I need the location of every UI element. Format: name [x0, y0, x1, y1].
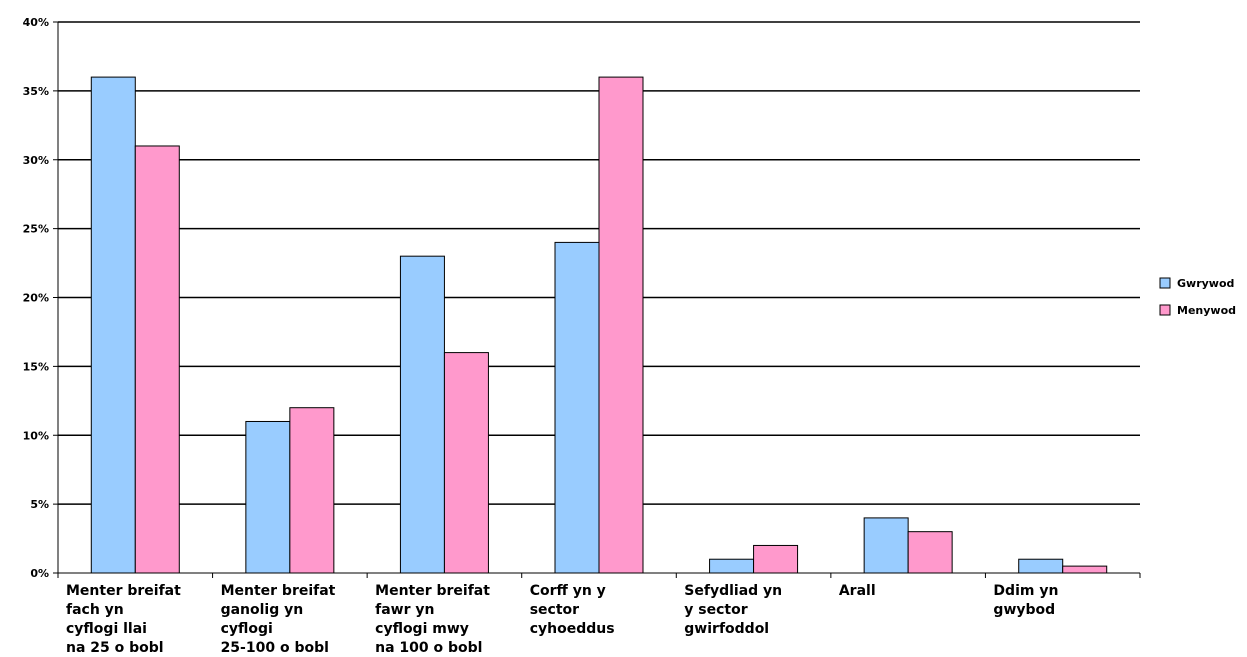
category-label-line: na 25 o bobl	[66, 640, 164, 656]
y-tick-label: 20%	[23, 292, 49, 305]
y-tick-label: 35%	[23, 85, 49, 98]
category-label-line: fawr yn	[375, 602, 434, 618]
category-label-line: gwybod	[993, 602, 1055, 618]
category-labels: Menter breifat fach yn cyflogi llai na 25 o…	[66, 583, 1058, 656]
category-label-line: y sector	[684, 602, 747, 618]
y-tick-label: 25%	[23, 223, 49, 236]
category-label-line: cyflogi	[221, 621, 273, 637]
category-label-line: cyflogi llai	[66, 621, 147, 637]
category-label-line: sector	[530, 602, 579, 618]
category-label-line: cyhoeddus	[530, 621, 615, 637]
y-tick-label: 15%	[23, 360, 49, 373]
bar-menywod	[289, 407, 335, 574]
bars	[90, 76, 1108, 574]
bar-gwrywod	[863, 517, 909, 574]
bar-menywod	[753, 544, 799, 574]
legend: Gwrywod Menywod	[1159, 277, 1236, 317]
category-label: Menter breifat fach yn cyflogi llai na 25 o…	[66, 583, 181, 656]
axes	[53, 21, 1141, 578]
category-label: Arall	[839, 583, 876, 599]
y-tick-label: 40%	[23, 16, 49, 29]
bar-menywod	[598, 76, 644, 574]
bar-gwrywod	[245, 420, 291, 574]
legend-swatch-gwrywod	[1159, 277, 1171, 289]
y-tick-label: 5%	[30, 498, 49, 511]
legend-label-menywod: Menywod	[1177, 304, 1236, 317]
y-tick-label: 0%	[30, 567, 49, 580]
category-label-line: Ddim yn	[993, 583, 1058, 599]
category-label-line: Menter breifat	[375, 583, 490, 599]
bar-menywod	[907, 531, 953, 574]
bar-gwrywod	[1018, 558, 1064, 574]
y-tick-label: 10%	[23, 429, 49, 442]
category-label-line: 25-100 o bobl	[221, 640, 329, 656]
legend-swatch-menywod	[1159, 304, 1171, 316]
bar-menywod	[443, 352, 489, 574]
category-label-line: Menter breifat	[66, 583, 181, 599]
category-label-line: Corff yn y	[530, 583, 606, 599]
y-tick-label: 30%	[23, 154, 49, 167]
category-label-line: gwirfoddol	[684, 621, 769, 637]
category-label-line: Arall	[839, 583, 876, 599]
category-label-line: Sefydliad yn	[684, 583, 782, 599]
category-label-line: ganolig yn	[221, 602, 304, 618]
category-label: Menter breifat fawr yn cyflogi mwy na 100 o…	[375, 583, 490, 656]
category-label-line: fach yn	[66, 602, 124, 618]
category-label: Menter breifat ganolig yn cyflogi 25-100 o …	[221, 583, 336, 656]
y-tick-labels: 0% 5% 10% 15% 20% 25% 30% 35% 40%	[23, 16, 49, 580]
category-label: Sefydliad yn y sector gwirfoddol	[684, 583, 782, 637]
bar-gwrywod	[554, 241, 600, 574]
bar-menywod	[1062, 565, 1108, 574]
legend-label-gwrywod: Gwrywod	[1177, 277, 1234, 290]
category-label-line: na 100 o bobl	[375, 640, 482, 656]
bar-gwrywod	[399, 255, 445, 574]
category-label-line: cyflogi mwy	[375, 621, 469, 637]
category-label-line: Menter breifat	[221, 583, 336, 599]
category-label: Ddim yn gwybod	[993, 583, 1058, 618]
bar-gwrywod	[90, 76, 136, 574]
bar-gwrywod	[709, 558, 755, 574]
category-label: Corff yn y sector cyhoeddus	[530, 583, 615, 637]
bar-menywod	[134, 145, 180, 574]
